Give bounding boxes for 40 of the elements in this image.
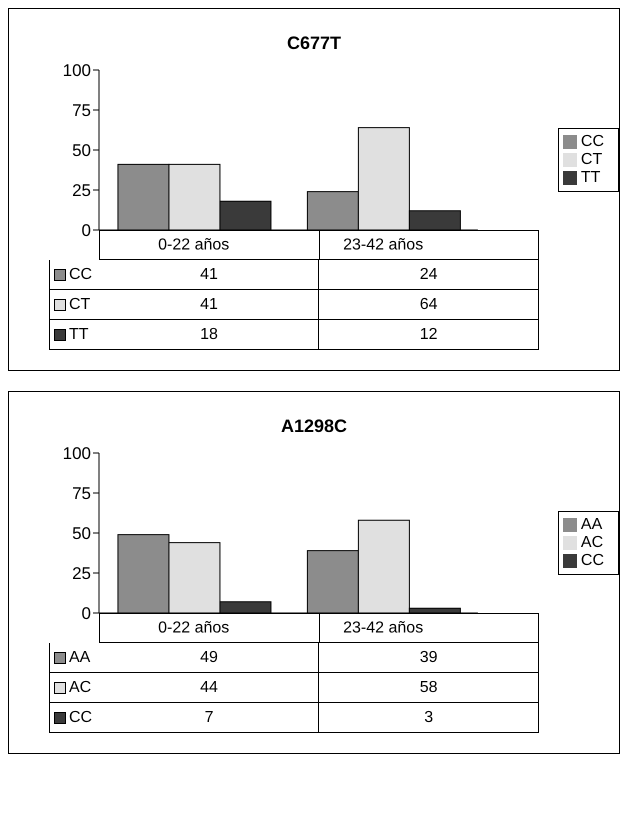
legend-label: AA — [69, 648, 90, 666]
chart-title: C677T — [286, 32, 342, 55]
x-tick-label: 23-42 años — [343, 236, 424, 254]
y-tick-label: 50 — [72, 524, 91, 544]
data-label: 44 — [199, 678, 219, 698]
y-tick-label: 50 — [72, 141, 91, 160]
data-label: 41 — [199, 295, 219, 315]
text: CC — [69, 708, 92, 726]
y-tick-label: 100 — [62, 61, 91, 80]
data-label: 7 — [204, 708, 214, 728]
text: TT — [69, 326, 89, 342]
y-tick-label: 75 — [72, 101, 91, 120]
data-label: 18 — [199, 325, 219, 345]
data-label: 41 — [199, 265, 219, 285]
y-tick-label: 25 — [72, 564, 91, 584]
y-tick-label: 0 — [82, 604, 91, 624]
data-label: 3 — [318, 703, 538, 732]
data-label: 12 — [318, 320, 538, 349]
legend-label: TT — [580, 169, 600, 186]
y-tick-label: 75 — [72, 484, 91, 504]
legend-label: CC — [580, 552, 604, 569]
legend-label: CC — [69, 266, 92, 284]
data-label: 39 — [318, 643, 538, 672]
data-label: 64 — [318, 290, 538, 319]
y-tick-label: 0 — [82, 221, 91, 240]
text: AC — [580, 534, 604, 551]
data-label: 58 — [318, 673, 538, 702]
y-tick-label: 25 — [72, 181, 91, 200]
legend-label: AC — [69, 678, 92, 696]
x-tick-label: 0-22 años — [158, 619, 230, 636]
x-tick-label: 23-42 años — [343, 619, 424, 636]
legend-label: CT — [69, 296, 90, 314]
text: CC — [580, 133, 604, 150]
text: CT — [580, 151, 602, 168]
text: AA — [580, 516, 602, 533]
data-label: 24 — [318, 260, 538, 289]
chart-title: A1298C — [280, 415, 348, 438]
y-tick-label: 100 — [62, 444, 91, 464]
x-tick-label: 0-22 años — [158, 236, 230, 254]
data-label: 49 — [199, 648, 219, 668]
